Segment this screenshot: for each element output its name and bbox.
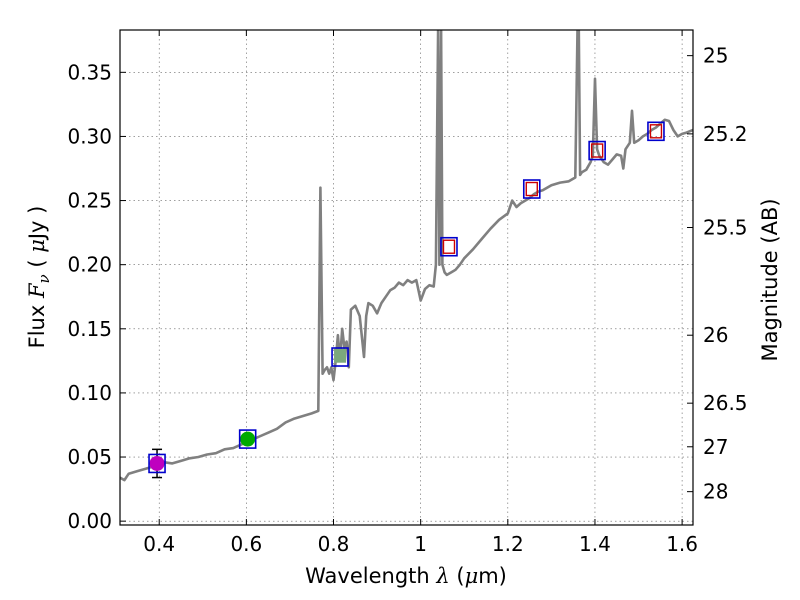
y-tick-label: 0.35 xyxy=(67,60,112,84)
x-tick-label: 0.4 xyxy=(143,532,175,556)
ticks: 0.4 0.6 0.8 1 1.2 1.4 1.6 0.00 0.05 0.10 0.15 0.20 0… xyxy=(67,30,748,556)
sed-line xyxy=(120,30,693,482)
plot-area xyxy=(120,30,693,482)
model-flux-box xyxy=(522,179,541,199)
model-flux-box xyxy=(331,347,349,367)
y2-tick-label: 25 xyxy=(703,44,728,68)
model-flux-box xyxy=(148,453,166,474)
photometry-point xyxy=(149,455,165,471)
grid xyxy=(120,30,693,525)
y-tick-label: 0.25 xyxy=(67,189,112,213)
x-axis-label: Wavelength λ (μm) xyxy=(305,564,507,588)
photometry-point xyxy=(334,348,347,363)
y-tick-label: 0.15 xyxy=(67,317,112,341)
model-flux-box xyxy=(238,429,257,449)
axes-frame xyxy=(119,29,694,526)
x-tick-label: 1 xyxy=(414,532,427,556)
y-axis-label: Flux Fν ( μJy ) xyxy=(25,206,53,349)
x-tick-label: 1.4 xyxy=(579,532,611,556)
y-tick-label: 0.05 xyxy=(67,445,112,469)
x-tick-label: 0.8 xyxy=(318,532,350,556)
y2-tick-label: 26.5 xyxy=(703,391,748,415)
y2-tick-label: 25.2 xyxy=(703,122,748,146)
x-tick-label: 1.2 xyxy=(492,532,524,556)
y-tick-label: 0.10 xyxy=(67,381,112,405)
photometry-point xyxy=(240,431,256,447)
x-tick-label: 0.6 xyxy=(230,532,262,556)
red-model-marker xyxy=(525,181,538,197)
x-tick-label: 1.6 xyxy=(666,532,698,556)
model-flux-box xyxy=(647,121,665,142)
y2-tick-label: 25.5 xyxy=(703,215,748,239)
y-tick-label: 0.00 xyxy=(67,509,112,533)
y2-tick-label: 27 xyxy=(703,435,728,459)
red-model-marker xyxy=(442,239,456,254)
y2-tick-label: 26 xyxy=(703,323,728,347)
red-model-marker xyxy=(590,143,604,158)
y-tick-label: 0.20 xyxy=(67,253,112,277)
model-flux-box xyxy=(440,236,458,257)
y2-axis-label: Magnitude (AB) xyxy=(758,198,782,361)
model-flux-box xyxy=(588,140,606,161)
y-tick-label: 0.30 xyxy=(67,124,112,148)
red-model-marker xyxy=(649,124,663,139)
y2-tick-label: 28 xyxy=(703,480,728,504)
